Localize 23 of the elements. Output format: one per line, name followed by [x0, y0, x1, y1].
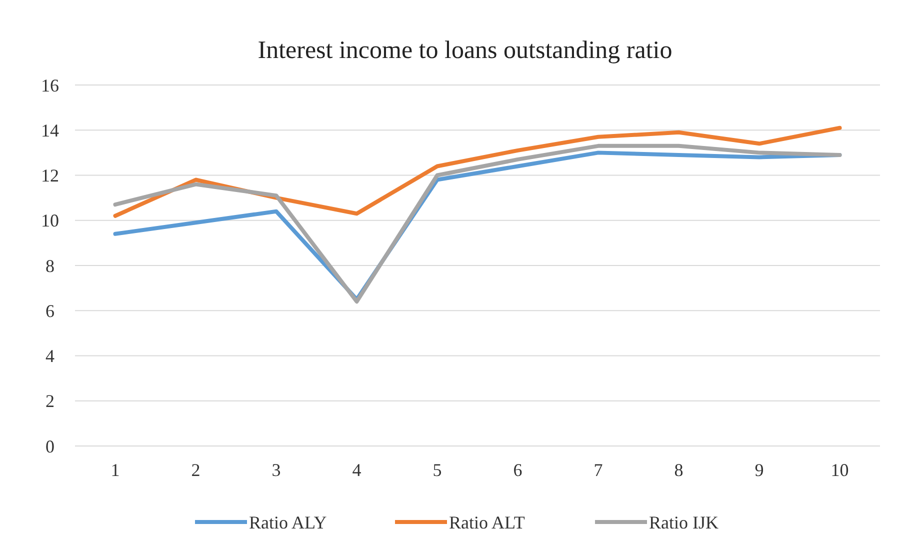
- x-tick-label: 7: [594, 460, 603, 480]
- x-tick-label: 1: [110, 460, 120, 480]
- x-tick-label: 5: [432, 460, 442, 480]
- y-tick-label: 4: [46, 346, 54, 366]
- y-tick-label: 8: [46, 256, 54, 276]
- x-tick-label: 2: [191, 460, 200, 480]
- legend-label: Ratio ALY: [249, 512, 327, 532]
- y-tick-label: 14: [41, 120, 59, 140]
- y-tick-label: 10: [41, 210, 59, 231]
- x-tick-label: 4: [352, 460, 362, 480]
- legend-label: Ratio IJK: [649, 512, 718, 532]
- y-tick-label: 12: [41, 166, 59, 186]
- chart-title: Interest income to loans outstanding ratio: [258, 37, 672, 64]
- x-tick-label: 9: [754, 460, 764, 480]
- x-tick-label: 3: [272, 460, 281, 480]
- legend-label: Ratio ALT: [449, 512, 525, 532]
- y-tick-label: 0: [46, 436, 54, 456]
- y-tick-label: 2: [46, 391, 54, 412]
- y-tick-label: 6: [46, 300, 54, 321]
- x-tick-label: 8: [674, 460, 684, 480]
- y-tick-label: 16: [41, 75, 59, 96]
- x-tick-label: 10: [830, 460, 849, 480]
- x-tick-label: 6: [513, 460, 522, 480]
